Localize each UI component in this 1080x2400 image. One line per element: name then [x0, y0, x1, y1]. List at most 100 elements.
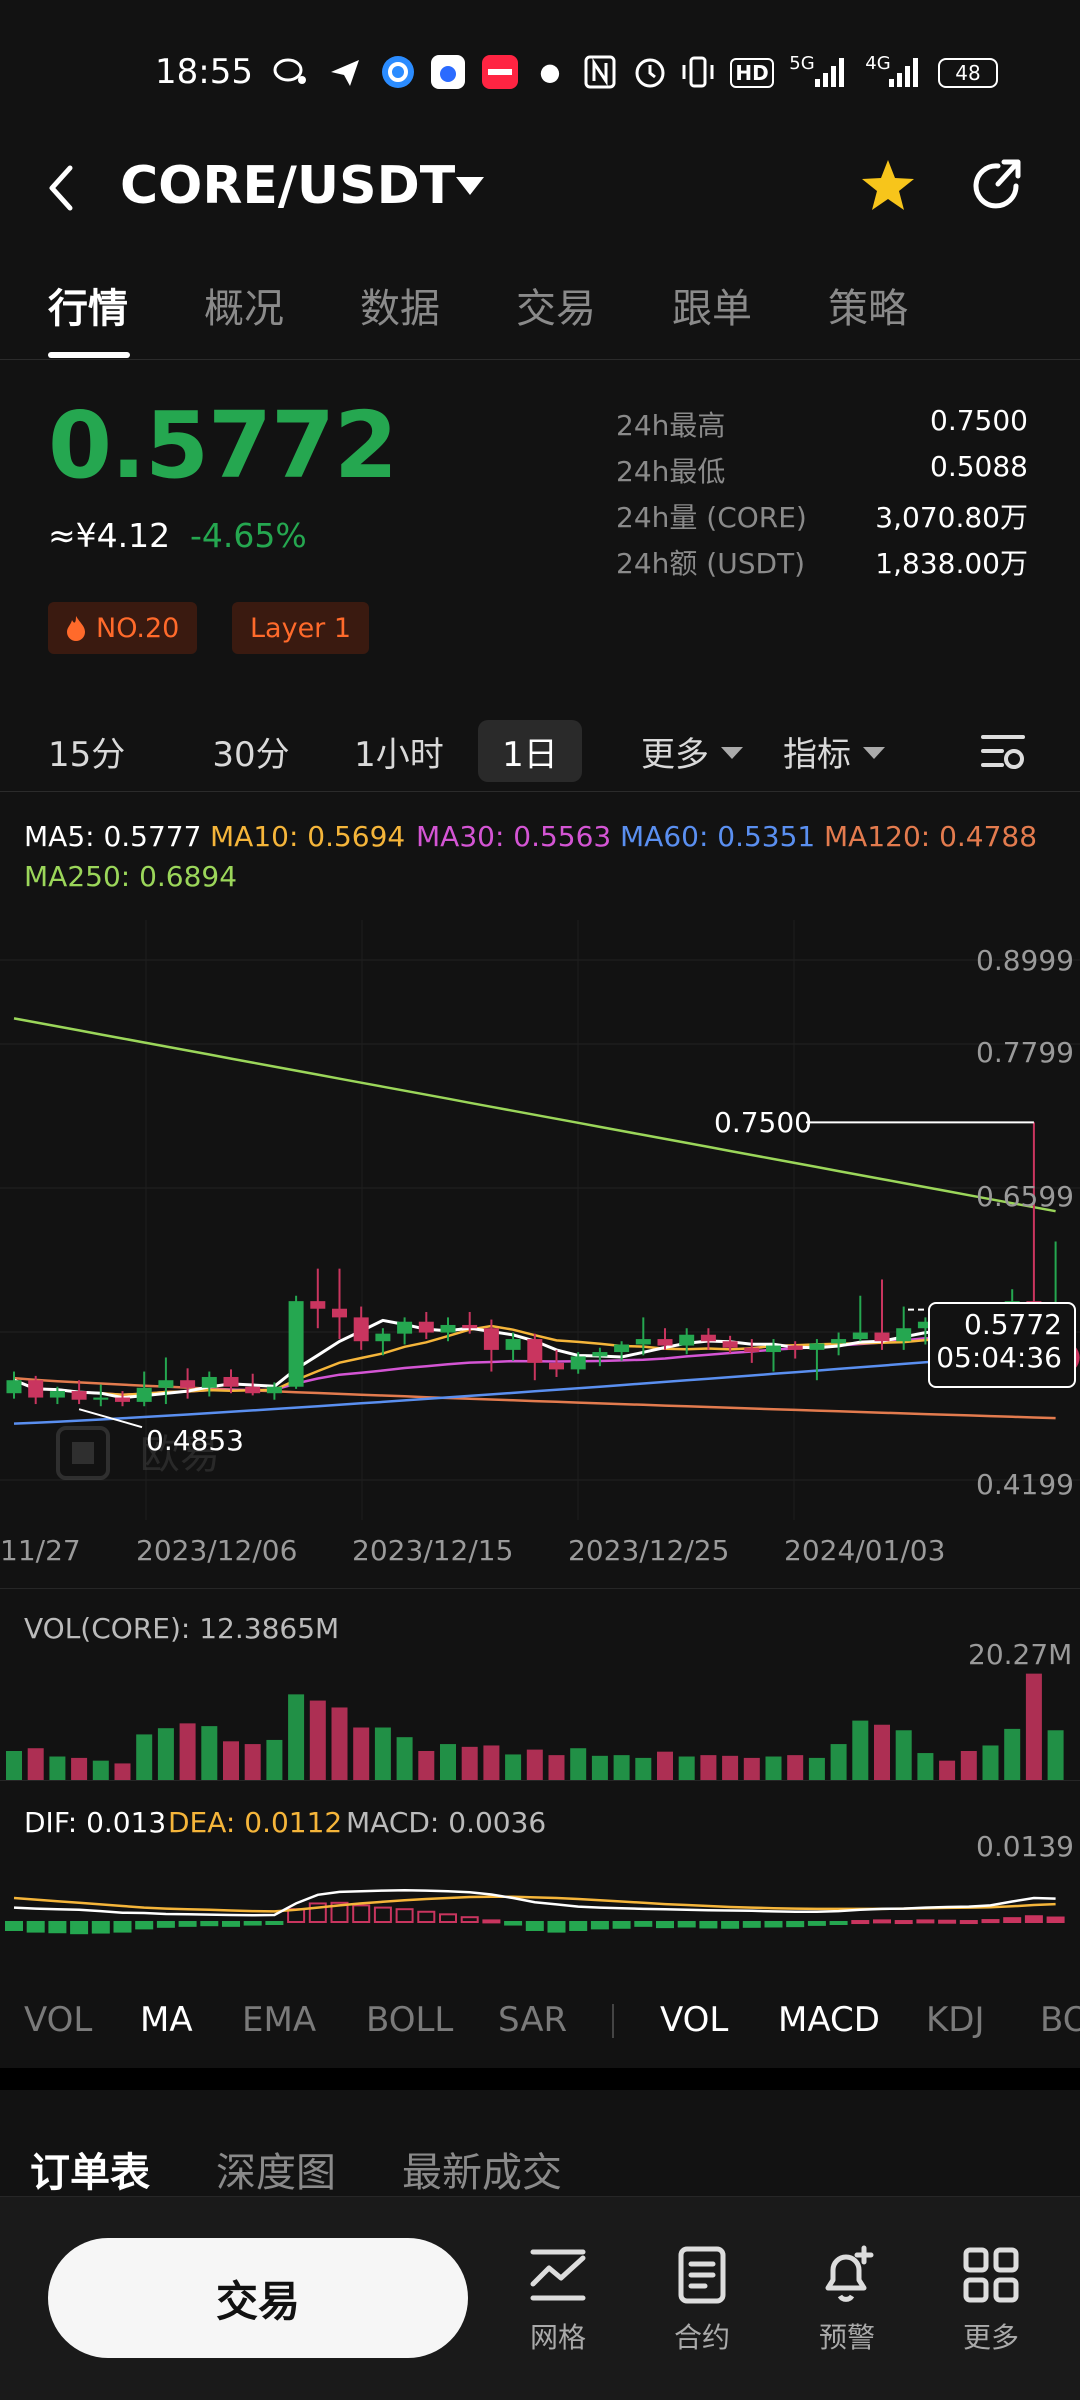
main-indicator-sar[interactable]: SAR: [498, 2000, 568, 2040]
timeframe-1d[interactable]: 1日: [478, 720, 582, 782]
tab-strategy[interactable]: 策略: [828, 286, 908, 332]
nav-more-label: 更多: [962, 2321, 1019, 2354]
tab-market[interactable]: 行情: [48, 286, 128, 332]
ma250-label: MA250: 0.6894: [24, 860, 238, 893]
volume-axis-tick: 20.27M: [968, 1638, 1073, 1671]
caret-down-icon[interactable]: [454, 175, 486, 197]
macd-histogram-bar: [26, 1921, 45, 1933]
chart-settings-icon[interactable]: [968, 720, 1038, 782]
volume-bar: [309, 1700, 326, 1780]
price-axis-tick: 0.8999: [976, 944, 1074, 977]
main-indicator-ma[interactable]: MA: [140, 2000, 193, 2040]
back-arrow-icon[interactable]: [40, 160, 84, 216]
share-icon[interactable]: [968, 156, 1028, 216]
low-marker-label: 0.4853: [146, 1424, 244, 1457]
volume-bar: [982, 1745, 999, 1780]
last-price: 0.5772: [48, 392, 398, 499]
macd-histogram-bar: [395, 1908, 414, 1923]
nav-alert[interactable]: 预警: [792, 2244, 902, 2364]
timeframe-30m[interactable]: 30分: [212, 734, 290, 775]
macd-histogram-bar: [70, 1921, 89, 1935]
volume-bar: [266, 1739, 283, 1780]
xiaohongshu-app-icon: [480, 53, 520, 91]
candlestick-chart[interactable]: 欧易 B: [0, 920, 1080, 1540]
stat-volume-value: 3,070.80万: [875, 501, 1028, 534]
trade-button[interactable]: 交易: [48, 2238, 468, 2358]
tab-depth-chart[interactable]: 深度图: [216, 2150, 336, 2196]
stat-low-value: 0.5088: [930, 450, 1028, 483]
macd-histogram-bar: [612, 1921, 631, 1929]
macd-value-label: MACD: 0.0036: [346, 1806, 547, 1839]
candle-body: [722, 1341, 738, 1348]
indicator-dropdown[interactable]: 指标: [774, 720, 894, 782]
macd-histogram-bar: [439, 1913, 457, 1923]
countdown-label: 05:04:36: [936, 1341, 1062, 1374]
tab-order-book[interactable]: 订单表: [30, 2150, 150, 2196]
volume-bar: [678, 1756, 695, 1780]
candle-body: [440, 1324, 456, 1333]
macd-histogram-bar: [330, 1901, 349, 1923]
star-favorite-icon[interactable]: [858, 156, 918, 216]
timeframe-15m[interactable]: 15分: [48, 734, 126, 775]
sub-indicator-boll[interactable]: BO: [1040, 2000, 1080, 2040]
candle-body: [809, 1343, 825, 1350]
candle-body: [158, 1380, 174, 1388]
ma250-line: [13, 1017, 1056, 1213]
volume-chart: [6, 1673, 1064, 1780]
nfc-icon: [582, 53, 618, 91]
date-tick: 2023/12/15: [352, 1534, 514, 1567]
pair-title[interactable]: CORE/USDT: [120, 156, 456, 216]
candle-body: [831, 1339, 847, 1344]
chat-bubble-icon: [270, 53, 310, 91]
volume-bar: [483, 1745, 500, 1780]
volume-bar: [461, 1746, 478, 1780]
stat-turnover-label: 24h额 (USDT): [616, 547, 806, 580]
sub-indicator-vol[interactable]: VOL: [660, 2000, 729, 2040]
tab-data[interactable]: 数据: [360, 286, 440, 332]
candle-body: [635, 1339, 651, 1345]
more-grid-icon: [963, 2247, 1019, 2303]
category-badge[interactable]: Layer 1: [232, 602, 370, 654]
nav-more[interactable]: 更多: [936, 2244, 1046, 2364]
macd-histogram-bar: [482, 1919, 501, 1924]
main-indicator-ema[interactable]: EMA: [242, 2000, 317, 2040]
rank-badge[interactable]: NO.20: [48, 602, 198, 654]
main-indicator-vol[interactable]: VOL: [24, 2000, 93, 2040]
nav-grid[interactable]: 网格: [503, 2244, 613, 2364]
volume-bar: [114, 1763, 131, 1780]
main-indicator-boll[interactable]: BOLL: [366, 2000, 454, 2040]
volume-bar: [808, 1757, 825, 1780]
macd-histogram-bar: [222, 1921, 240, 1927]
volume-label: VOL(CORE): 12.3865M: [24, 1612, 340, 1645]
volume-bar: [591, 1755, 608, 1780]
tab-active-indicator: [48, 352, 130, 358]
date-tick: 11/27: [0, 1534, 81, 1567]
tab-trade[interactable]: 交易: [516, 286, 596, 332]
volume-bar: [960, 1750, 977, 1780]
ma60-line: [13, 1350, 1056, 1425]
timeframe-more-label: 更多: [641, 734, 709, 775]
candle-body: [136, 1387, 152, 1402]
volume-bar: [830, 1744, 847, 1780]
volume-bar: [1004, 1728, 1021, 1780]
tab-latest-trades[interactable]: 最新成交: [402, 2150, 562, 2196]
stat-volume-label: 24h量 (CORE): [616, 501, 807, 534]
timeframe-1h[interactable]: 1小时: [354, 734, 444, 775]
volume-bar: [288, 1694, 305, 1780]
tab-copy-trade[interactable]: 跟单: [672, 286, 752, 332]
macd-axis-tick: 0.0139: [976, 1830, 1074, 1863]
sub-indicator-macd[interactable]: MACD: [778, 2000, 880, 2040]
volume-bar: [396, 1737, 413, 1780]
candle-body: [852, 1332, 868, 1340]
date-tick: 2023/12/25: [568, 1534, 730, 1567]
nav-contract[interactable]: 合约: [647, 2244, 757, 2364]
tab-overview[interactable]: 概况: [204, 286, 284, 332]
timeframe-more-dropdown[interactable]: 更多: [612, 720, 772, 782]
sub-indicator-kdj[interactable]: KDJ: [926, 2000, 985, 2040]
fire-icon: [67, 616, 85, 641]
candle-body: [787, 1345, 803, 1350]
macd-histogram-bar: [243, 1921, 262, 1926]
ma30-label: MA30: 0.5563: [416, 820, 612, 853]
candle-body: [71, 1391, 87, 1400]
volume-bar: [71, 1757, 88, 1780]
